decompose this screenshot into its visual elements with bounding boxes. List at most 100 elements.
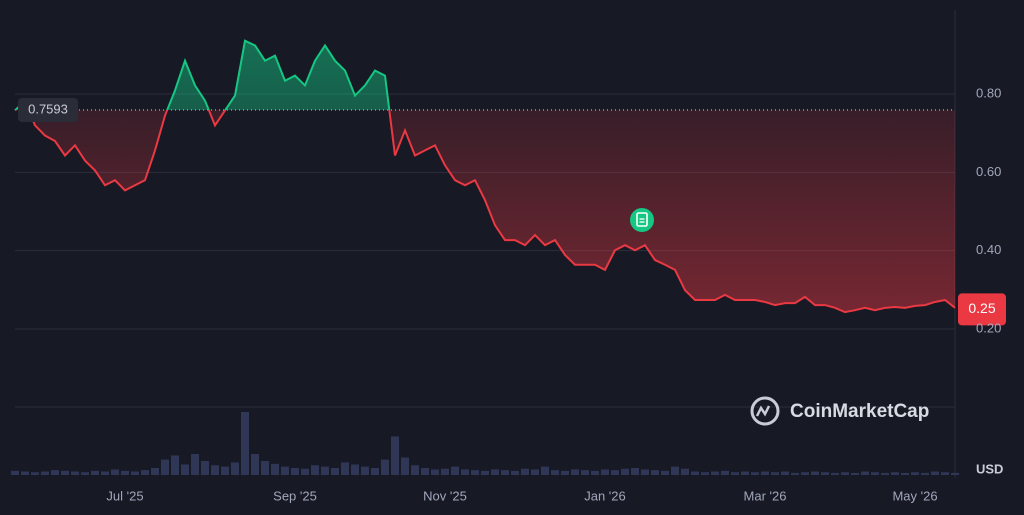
volume-bar <box>731 472 739 475</box>
baseline-label-box <box>18 97 78 122</box>
volume-bar <box>851 472 859 475</box>
volume-bar <box>871 472 879 475</box>
y-tick-label: 0.40 <box>976 242 1001 257</box>
volume-bar <box>361 466 369 475</box>
volume-bar <box>381 459 389 475</box>
volume-bar <box>561 470 569 475</box>
volume-bar <box>451 466 459 475</box>
volume-bar <box>261 461 269 475</box>
price-line-up <box>14 39 391 110</box>
volume-bar <box>71 471 79 475</box>
volume-bar <box>541 466 549 475</box>
volume-bar <box>781 471 789 475</box>
volume-bar <box>431 469 439 475</box>
volume-bar <box>61 470 69 475</box>
volume-bar <box>91 470 99 475</box>
volume-bar <box>11 470 19 475</box>
volume-bar <box>471 470 479 475</box>
volume-bar <box>461 469 469 475</box>
volume-bar <box>241 412 249 475</box>
volume-bar <box>931 471 939 475</box>
volume-bar <box>941 472 949 475</box>
volume-bar <box>441 468 449 475</box>
volume-bar <box>401 457 409 475</box>
price-line-down <box>14 109 956 314</box>
volume-bar <box>341 462 349 475</box>
y-tick-label: 0.80 <box>976 85 1001 100</box>
volume-bar <box>601 469 609 475</box>
y-tick-label: 0.60 <box>976 164 1001 179</box>
volume-bar <box>651 470 659 475</box>
x-tick-label: Sep '25 <box>273 488 317 503</box>
volume-bar <box>621 468 629 475</box>
volume-bar <box>391 436 399 475</box>
volume-bar <box>191 454 199 475</box>
volume-bar <box>711 471 719 475</box>
volume-bar <box>911 472 919 475</box>
volume-bar <box>861 471 869 475</box>
volume-bar <box>671 466 679 475</box>
volume-bar <box>681 468 689 475</box>
volume-bar <box>791 472 799 475</box>
volume-bar <box>691 471 699 475</box>
volume-bar <box>531 469 539 475</box>
volume-bar <box>181 464 189 475</box>
volume-bar <box>51 470 59 475</box>
volume-bar <box>121 470 129 475</box>
volume-bar <box>581 470 589 475</box>
volume-bar <box>251 454 259 475</box>
area-up <box>15 40 955 110</box>
x-tick-label: Mar '26 <box>744 488 787 503</box>
volume-bar <box>951 472 959 475</box>
volume-bar <box>811 471 819 475</box>
volume-bar <box>841 472 849 475</box>
volume-bar <box>141 470 149 475</box>
volume-bar <box>41 471 49 475</box>
volume-bar <box>501 470 509 475</box>
volume-bar <box>291 468 299 475</box>
volume-bar <box>741 471 749 475</box>
volume-bar <box>221 466 229 475</box>
volume-bar <box>521 468 529 475</box>
volume-bar <box>351 464 359 475</box>
volume-bar <box>661 470 669 475</box>
x-tick-label: Nov '25 <box>423 488 467 503</box>
volume-bar <box>571 469 579 475</box>
watermark: CoinMarketCap <box>750 396 929 426</box>
volume-bar <box>901 472 909 475</box>
current-price-label: 0.25 <box>968 300 995 316</box>
volume-bar <box>611 470 619 475</box>
volume-bar <box>311 465 319 475</box>
x-tick-label: Jan '26 <box>584 488 626 503</box>
volume-bar <box>281 466 289 475</box>
volume-bar <box>201 461 209 475</box>
volume-bar <box>421 468 429 475</box>
volume-bar <box>631 468 639 475</box>
volume-bar <box>411 465 419 475</box>
volume-bar <box>891 472 899 475</box>
volume-bar <box>921 472 929 475</box>
volume-bar <box>801 472 809 475</box>
volume-bar <box>591 470 599 475</box>
volume-bar <box>151 468 159 475</box>
volume-bar <box>101 471 109 475</box>
volume-bar <box>111 469 119 475</box>
volume-bar <box>21 471 29 475</box>
current-price-box <box>958 293 1006 326</box>
volume-bar <box>131 471 139 475</box>
x-tick-label: Jul '25 <box>106 488 143 503</box>
volume-bar <box>81 472 89 475</box>
volume-bar <box>511 470 519 475</box>
volume-bar <box>301 468 309 475</box>
volume-bar <box>331 468 339 475</box>
note-icon[interactable] <box>630 208 654 232</box>
volume-bar <box>321 466 329 475</box>
volume-bar <box>211 465 219 475</box>
volume-bar <box>761 471 769 475</box>
volume-bar <box>831 472 839 475</box>
volume-bar <box>701 472 709 475</box>
volume-bar <box>751 472 759 475</box>
volume-bar <box>881 472 889 475</box>
